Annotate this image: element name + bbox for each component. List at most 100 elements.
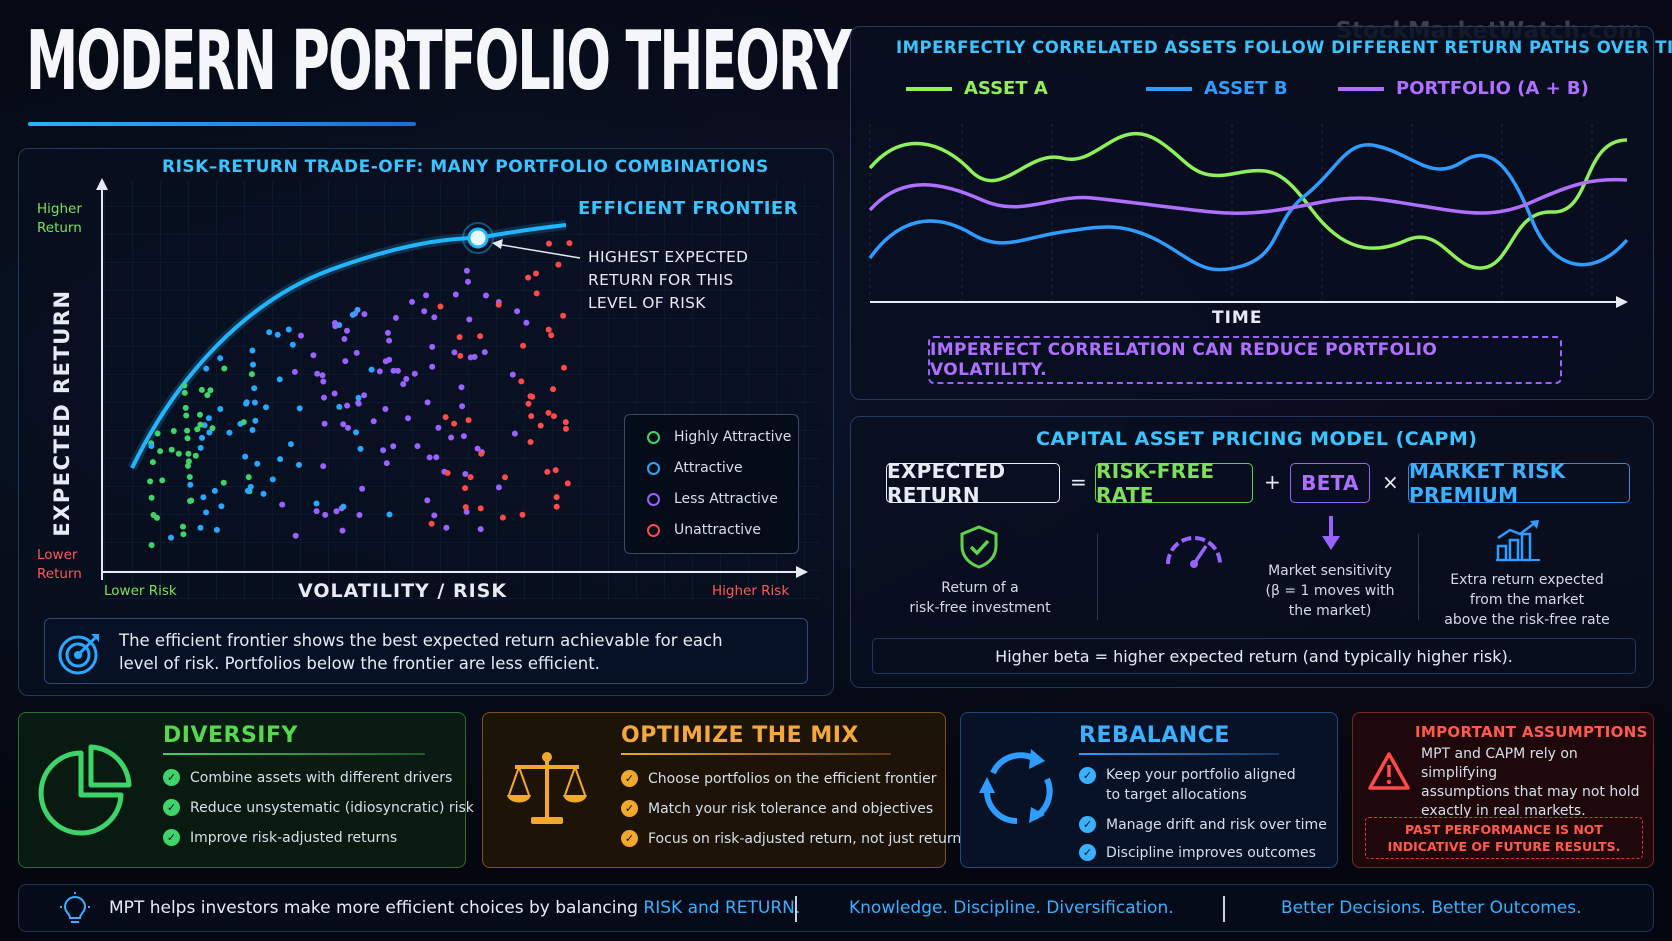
portfolio-dot (456, 334, 463, 341)
portfolio-dot (414, 443, 421, 450)
asset-a-line (868, 131, 1628, 270)
portfolio-dot (443, 524, 450, 531)
list-item: ✓ Keep your portfolio aligned to target al… (1079, 765, 1296, 805)
asset-b-line (868, 143, 1629, 272)
portfolio-dot (274, 331, 281, 338)
portfolio-dot (459, 403, 466, 410)
portfolio-dot (552, 467, 559, 474)
diversify-card: DIVERSIFY ✓ Combine assets with different… (18, 712, 474, 868)
portfolio-dot (386, 356, 393, 363)
portfolio-dot (339, 527, 346, 534)
title-underline (28, 122, 416, 126)
portfolio-dot (437, 303, 444, 310)
portfolio-dot (382, 406, 389, 412)
beta-box: BETA (1290, 463, 1370, 503)
portfolio-dot (553, 503, 560, 510)
list-item: ✓ Match your risk tolerance and objective… (621, 800, 933, 817)
portfolio-dot (197, 444, 204, 451)
portfolio-dot (462, 485, 469, 492)
x-axis-label: VOLATILITY / RISK (298, 580, 508, 602)
portfolio-dot (353, 349, 360, 356)
portfolio-dot (336, 403, 343, 410)
portfolio-dot (263, 404, 269, 411)
portfolio-dot (247, 483, 254, 490)
portfolio-dot (564, 480, 571, 487)
callout-text: HIGHEST EXPECTED RETURN FOR THIS LEVEL O… (588, 248, 749, 312)
footer-slogan-2: Better Decisions. Better Outcomes. (1281, 898, 1582, 918)
portfolio-dot (384, 329, 391, 336)
legend-item: Unattractive (647, 522, 761, 538)
portfolio-dot (184, 427, 191, 434)
legend-dot (647, 461, 660, 475)
portfolio-dot (168, 534, 174, 541)
portfolio-dot (313, 508, 320, 515)
portfolio-dot (390, 443, 397, 450)
portfolio-dot (240, 419, 247, 426)
portfolio-dot (291, 368, 298, 375)
legend-item-portfolio: PORTFOLIO (A + B) (1338, 78, 1589, 99)
portfolio-dot (478, 450, 485, 457)
assumptions-text: MPT and CAPM rely on simplifying assumpti… (1421, 746, 1640, 819)
capm-divider (1418, 534, 1419, 620)
portfolio-dot (209, 425, 216, 432)
portfolio-dot (218, 503, 225, 510)
portfolio-dot (254, 460, 261, 467)
portfolio-dot (321, 420, 328, 427)
frontier-info-box: The efficient frontier shows the best ex… (44, 618, 808, 684)
portfolio-dot (319, 372, 326, 379)
efficient-frontier-curve (130, 223, 567, 469)
portfolio-dot (383, 460, 390, 467)
portfolio-dot (460, 433, 467, 440)
portfolio-dot (424, 399, 431, 406)
portfolio-dot (462, 471, 469, 477)
portfolio-dot (528, 413, 535, 420)
portfolio-dot (199, 434, 205, 441)
portfolio-dot (463, 267, 470, 274)
optimize-title-underline (621, 753, 891, 755)
footer-separator (795, 896, 797, 922)
portfolio-dot (243, 400, 250, 407)
portfolio-dot (386, 511, 393, 518)
correlation-legend: ASSET A ASSET B PORTFOLIO (A + B) (906, 78, 1606, 104)
portfolio-dot (474, 445, 481, 452)
risk-free-rate-box: RISK-FREE RATE (1095, 459, 1253, 507)
diversify-title-underline (163, 753, 425, 755)
portfolio-dot (429, 343, 436, 350)
speedometer-icon (1166, 536, 1222, 568)
portfolio-dot (149, 459, 156, 466)
premium-description: Extra return expected from the market abov… (1444, 572, 1610, 628)
portfolio-dot (349, 311, 356, 318)
portfolio-dot (206, 429, 213, 436)
portfolio-dot (296, 405, 303, 412)
attractiveness-legend: Highly Attractive Attractive Less Attrac… (624, 414, 799, 554)
portfolio-dot (495, 301, 502, 308)
rebalance-title-underline (1079, 753, 1279, 755)
portfolio-dot (525, 274, 532, 281)
optimize-title: OPTIMIZE THE MIX (621, 723, 859, 748)
legend-dot (647, 492, 660, 506)
legend-item: Attractive (647, 460, 743, 476)
portfolio-dot (368, 366, 375, 373)
portfolio-dot (537, 422, 544, 429)
portfolio-dot (249, 427, 256, 433)
beta-description: Market sensitivity (β = 1 moves with the m… (1265, 563, 1395, 619)
check-icon: ✓ (621, 770, 638, 787)
portfolio-dot (187, 481, 194, 488)
portfolio-dot (292, 532, 299, 539)
portfolio-dot (429, 363, 436, 370)
portfolio-dot (433, 454, 440, 461)
portfolio-dot (157, 448, 164, 455)
portfolio-dot (370, 418, 377, 425)
portfolio-dot (180, 523, 186, 530)
portfolio-dot (550, 413, 557, 420)
portfolio-dot (180, 531, 187, 538)
portfolio-dot (392, 314, 399, 321)
portfolio-dot (289, 341, 296, 348)
correlation-note: IMPERFECT CORRELATION CAN REDUCE PORTFOL… (928, 336, 1562, 384)
portfolio-dot (220, 479, 227, 486)
y-axis-label: EXPECTED RETURN (50, 289, 74, 537)
portfolio-dot (444, 470, 451, 476)
portfolio-dot (260, 490, 267, 497)
portfolio-dot (555, 261, 562, 268)
portfolio-dot (511, 430, 518, 437)
